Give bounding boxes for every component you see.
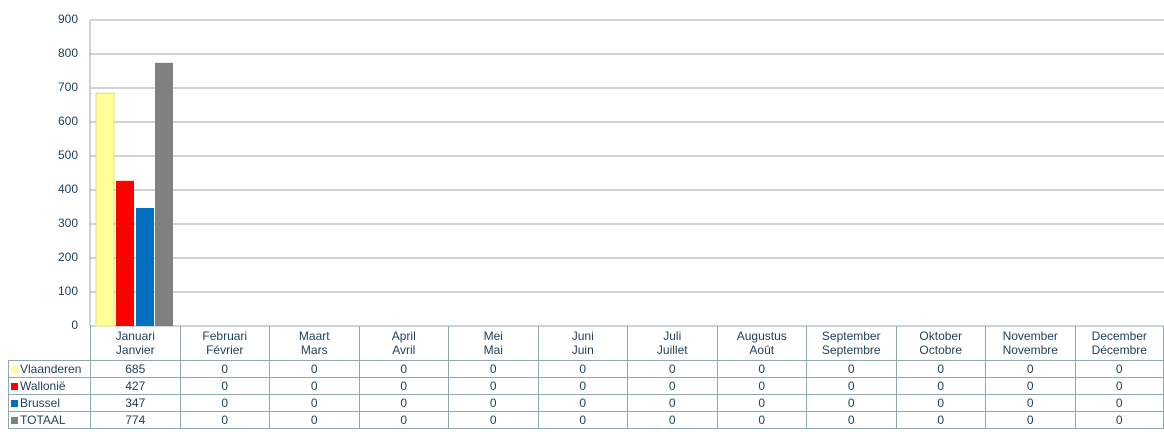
value-cell: 0 <box>895 377 986 395</box>
value-cell: 0 <box>179 377 270 395</box>
legend-entry: Brussel <box>8 394 91 412</box>
value-cell: 0 <box>806 411 897 429</box>
y-tick-label: 200 <box>58 250 78 264</box>
corner <box>8 326 91 361</box>
value-cell: 0 <box>716 411 807 429</box>
value-cell: 0 <box>358 411 449 429</box>
value-cell: 685 <box>90 360 181 378</box>
x-tick-label: Februari Février <box>179 326 270 361</box>
x-tick-label: Januari Janvier <box>90 326 181 361</box>
value-cell: 0 <box>985 394 1076 412</box>
value-cell: 0 <box>627 394 718 412</box>
value-cell: 0 <box>269 360 360 378</box>
legend-label: Wallonië <box>20 379 66 393</box>
value-cell: 0 <box>627 411 718 429</box>
value-cell: 0 <box>358 360 449 378</box>
value-cell: 0 <box>269 411 360 429</box>
bar <box>95 92 115 327</box>
value-cell: 0 <box>1074 377 1164 395</box>
value-cell: 0 <box>179 360 270 378</box>
y-tick-label: 800 <box>58 46 78 60</box>
value-cell: 0 <box>448 377 539 395</box>
y-tick-label: 300 <box>58 216 78 230</box>
y-tick-label: 400 <box>58 182 78 196</box>
bar <box>155 62 173 327</box>
value-cell: 0 <box>985 360 1076 378</box>
x-tick-label: Maart Mars <box>269 326 360 361</box>
value-cell: 0 <box>179 411 270 429</box>
value-cell: 0 <box>895 360 986 378</box>
value-cell: 0 <box>806 360 897 378</box>
value-cell: 0 <box>985 377 1076 395</box>
value-cell: 0 <box>358 377 449 395</box>
value-cell: 0 <box>1074 411 1164 429</box>
value-cell: 0 <box>448 360 539 378</box>
value-cell: 0 <box>1074 394 1164 412</box>
data-row: Vlaanderen 685 0 0 0 0 0 0 0 0 0 0 0 <box>8 360 1164 378</box>
data-row: Wallonië 427 0 0 0 0 0 0 0 0 0 0 0 <box>8 377 1164 395</box>
data-table: Januari Janvier Februari Février Maart Mar… <box>8 326 1164 429</box>
chart: 0 100 200 300 400 500 600 700 800 900 <box>58 12 1164 330</box>
bar <box>116 180 134 326</box>
y-tick-label: 0 <box>71 318 78 330</box>
data-row: TOTAAL 774 0 0 0 0 0 0 0 0 0 0 0 <box>8 411 1164 429</box>
legend-entry: Vlaanderen <box>8 360 91 378</box>
x-tick-label: December Décembre <box>1074 326 1164 361</box>
value-cell: 0 <box>627 377 718 395</box>
legend-label: Vlaanderen <box>20 362 82 376</box>
value-cell: 0 <box>179 394 270 412</box>
x-tick-label: Oktober Octobre <box>895 326 986 361</box>
value-cell: 427 <box>90 377 181 395</box>
legend-swatch <box>11 400 18 407</box>
legend-swatch <box>11 383 18 390</box>
header-row: Januari Janvier Februari Février Maart Mar… <box>8 326 1164 361</box>
value-cell: 0 <box>716 394 807 412</box>
value-cell: 0 <box>448 411 539 429</box>
value-cell: 0 <box>269 377 360 395</box>
value-cell: 0 <box>895 394 986 412</box>
value-cell: 0 <box>985 411 1076 429</box>
legend-swatch <box>11 366 18 373</box>
value-cell: 0 <box>537 360 628 378</box>
value-cell: 0 <box>269 394 360 412</box>
legend-label: Brussel <box>20 396 61 410</box>
legend-label: TOTAAL <box>20 413 66 427</box>
x-tick-label: September Septembre <box>806 326 897 361</box>
value-cell: 0 <box>716 377 807 395</box>
legend-entry: TOTAAL <box>8 411 91 429</box>
value-cell: 0 <box>537 377 628 395</box>
value-cell: 0 <box>716 360 807 378</box>
value-cell: 0 <box>806 377 897 395</box>
x-tick-label: November Novembre <box>985 326 1076 361</box>
x-tick-label: April Avril <box>358 326 449 361</box>
y-tick-label: 100 <box>58 284 78 298</box>
value-cell: 0 <box>448 394 539 412</box>
x-tick-label: Mei Mai <box>448 326 539 361</box>
legend-swatch <box>11 417 18 424</box>
y-tick-label: 600 <box>58 114 78 128</box>
value-cell: 0 <box>627 360 718 378</box>
bar <box>136 208 154 326</box>
y-tick-label: 700 <box>58 80 78 94</box>
value-cell: 347 <box>90 394 181 412</box>
y-tick-label: 900 <box>58 12 78 26</box>
value-cell: 0 <box>806 394 897 412</box>
legend-entry: Wallonië <box>8 377 91 395</box>
value-cell: 0 <box>358 394 449 412</box>
x-tick-label: Juli Juillet <box>627 326 718 361</box>
value-cell: 774 <box>90 411 181 429</box>
x-tick-label: Juni Juin <box>537 326 628 361</box>
value-cell: 0 <box>537 411 628 429</box>
value-cell: 0 <box>895 411 986 429</box>
value-cell: 0 <box>537 394 628 412</box>
x-tick-label: Augustus Août <box>716 326 807 361</box>
data-row: Brussel 347 0 0 0 0 0 0 0 0 0 0 0 <box>8 394 1164 412</box>
value-cell: 0 <box>1074 360 1164 378</box>
y-tick-label: 500 <box>58 148 78 162</box>
